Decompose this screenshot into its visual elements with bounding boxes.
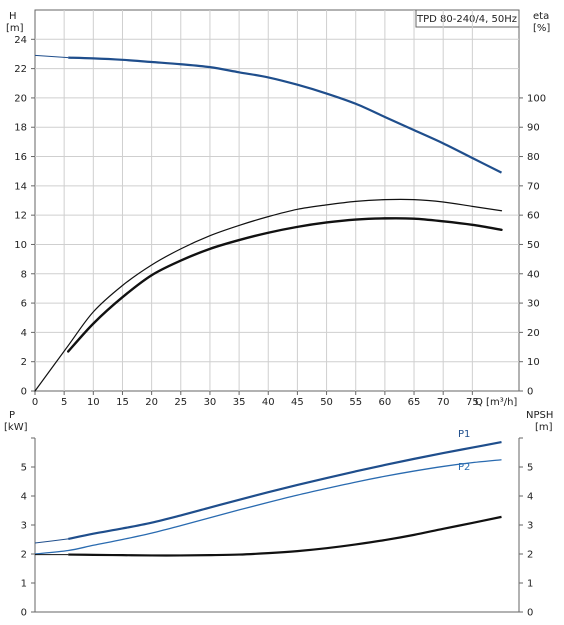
head-curve-lead [34, 54, 69, 59]
p-tick-label-1: 1 [21, 579, 27, 590]
x-tick-label-25: 25 [174, 397, 187, 408]
h-tick-label-4: 4 [21, 328, 27, 339]
eta-tick-label-90: 90 [527, 123, 540, 134]
eta-tick-label-100: 100 [527, 93, 546, 104]
eta-tick-label-10: 10 [527, 357, 540, 368]
p1-curve [68, 440, 502, 540]
npsh-curve [68, 515, 502, 557]
x-tick-label-40: 40 [262, 397, 275, 408]
npsh-tick-label-4: 4 [527, 492, 533, 503]
h-tick-label-8: 8 [21, 269, 27, 280]
h-tick-label-0: 0 [21, 387, 27, 398]
npsh-tick-label-5: 5 [527, 463, 533, 474]
p1-curve-lead [34, 538, 69, 544]
h-tick-label-16: 16 [14, 152, 27, 163]
eta-axis-label: eta [533, 11, 549, 22]
head-axis-unit: [m] [6, 23, 24, 34]
p2-series-label: P2 [458, 462, 470, 473]
eta-tick-label-80: 80 [527, 152, 540, 163]
x-tick-label-10: 10 [87, 397, 100, 408]
npsh-axis-unit: [m] [535, 422, 553, 433]
eta-tick-label-50: 50 [527, 240, 540, 251]
p2-curve [34, 459, 502, 555]
h-tick-label-10: 10 [14, 240, 27, 251]
top-grid [35, 10, 519, 391]
bottom-ticks: 0 1 2 3 4 5 0 1 2 3 4 5 [21, 437, 533, 619]
x-tick-label-65: 65 [408, 397, 421, 408]
top-ticks: 0 5 10 15 20 25 30 35 40 45 50 55 60 65 70 750246810121… [14, 35, 546, 408]
h-tick-label-2: 2 [21, 357, 27, 368]
p-tick-label-5: 5 [21, 463, 27, 474]
title-box [415, 9, 520, 28]
power-axis-unit: [kW] [4, 422, 28, 433]
h-tick-label-24: 24 [14, 35, 27, 46]
p-tick-label-3: 3 [21, 521, 27, 532]
p-tick-label-2: 2 [21, 550, 27, 561]
x-tick-label-35: 35 [233, 397, 246, 408]
x-tick-label-50: 50 [320, 397, 333, 408]
npsh-tick-label-3: 3 [527, 521, 533, 532]
h-tick-label-14: 14 [14, 181, 27, 192]
h-tick-label-20: 20 [14, 93, 27, 104]
npsh-tick-label-2: 2 [527, 550, 533, 561]
x-tick-label-45: 45 [291, 397, 304, 408]
x-tick-label-55: 55 [349, 397, 362, 408]
head-curve [68, 56, 503, 174]
x-tick-label-30: 30 [204, 397, 217, 408]
title-text: TPD 80-240/4, 50Hz [416, 14, 517, 25]
x-tick-label-70: 70 [437, 397, 450, 408]
h-tick-label-18: 18 [14, 123, 27, 134]
npsh-tick-label-0: 0 [527, 608, 533, 619]
eta-tick-label-60: 60 [527, 211, 540, 222]
eta-tick-label-20: 20 [527, 328, 540, 339]
h-tick-label-12: 12 [14, 211, 27, 222]
x-tick-label-60: 60 [379, 397, 392, 408]
h-tick-label-22: 22 [14, 64, 27, 75]
npsh-axis-label: NPSH [526, 410, 553, 421]
eta-tick-label-0: 0 [527, 387, 533, 398]
h-tick-label-6: 6 [21, 299, 27, 310]
x-tick-label-15: 15 [116, 397, 129, 408]
eta-tick-label-70: 70 [527, 181, 540, 192]
flow-axis-label: Q [m³/h] [475, 397, 517, 408]
eta-tick-label-40: 40 [527, 269, 540, 280]
bottom-series [34, 440, 502, 557]
efficiency-curve-thin [34, 198, 503, 392]
p1-series-label: P1 [458, 429, 470, 440]
p-tick-label-4: 4 [21, 492, 27, 503]
x-tick-label-75: 75 [466, 397, 479, 408]
top-series [34, 54, 503, 392]
efficiency-curve-thick [67, 217, 503, 353]
eta-axis-unit: [%] [533, 23, 550, 34]
x-tick-label-0: 0 [32, 397, 38, 408]
top-plot-frame [34, 9, 520, 392]
x-tick-label-20: 20 [145, 397, 158, 408]
npsh-tick-label-1: 1 [527, 579, 533, 590]
head-axis-label: H [9, 11, 17, 22]
eta-tick-label-30: 30 [527, 299, 540, 310]
p-tick-label-0: 0 [21, 608, 27, 619]
power-axis-label: P [9, 410, 15, 421]
x-tick-label-5: 5 [61, 397, 67, 408]
